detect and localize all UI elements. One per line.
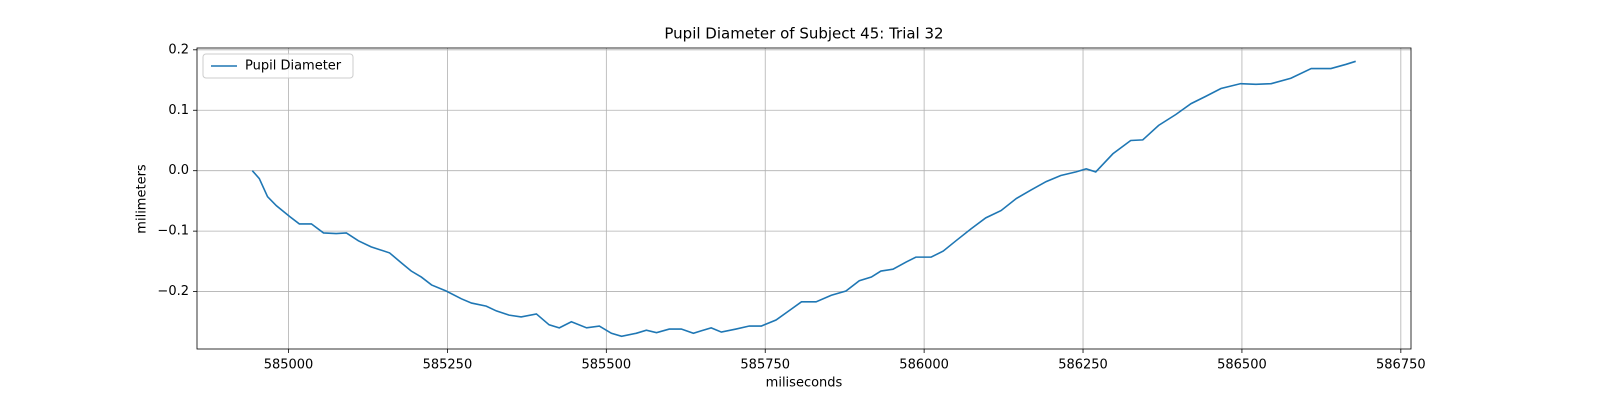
y-tick-label: 0.2 — [168, 42, 189, 57]
x-tick-label: 586750 — [1376, 358, 1426, 373]
plot-frame — [196, 47, 1412, 350]
data-line — [251, 60, 1356, 338]
y-tick-label: −0.2 — [157, 284, 189, 299]
y-tick-label: 0.0 — [168, 163, 189, 178]
x-tick-label: 586250 — [1058, 358, 1108, 373]
legend-label: Pupil Diameter — [245, 59, 342, 74]
x-tick-label: 586000 — [899, 358, 949, 373]
x-axis-label: miliseconds — [766, 376, 843, 391]
x-tick-label: 585000 — [264, 358, 314, 373]
chart-title: Pupil Diameter of Subject 45: Trial 32 — [664, 25, 943, 43]
y-axis-label: milimeters — [135, 164, 150, 234]
x-tick-label: 585500 — [582, 358, 632, 373]
x-tick-label: 586500 — [1217, 358, 1267, 373]
y-tick-label: 0.1 — [168, 103, 189, 118]
x-tick-label: 585250 — [423, 358, 473, 373]
legend-box — [202, 53, 354, 79]
y-tick-label: −0.1 — [157, 224, 189, 239]
x-tick-label: 585750 — [740, 358, 790, 373]
